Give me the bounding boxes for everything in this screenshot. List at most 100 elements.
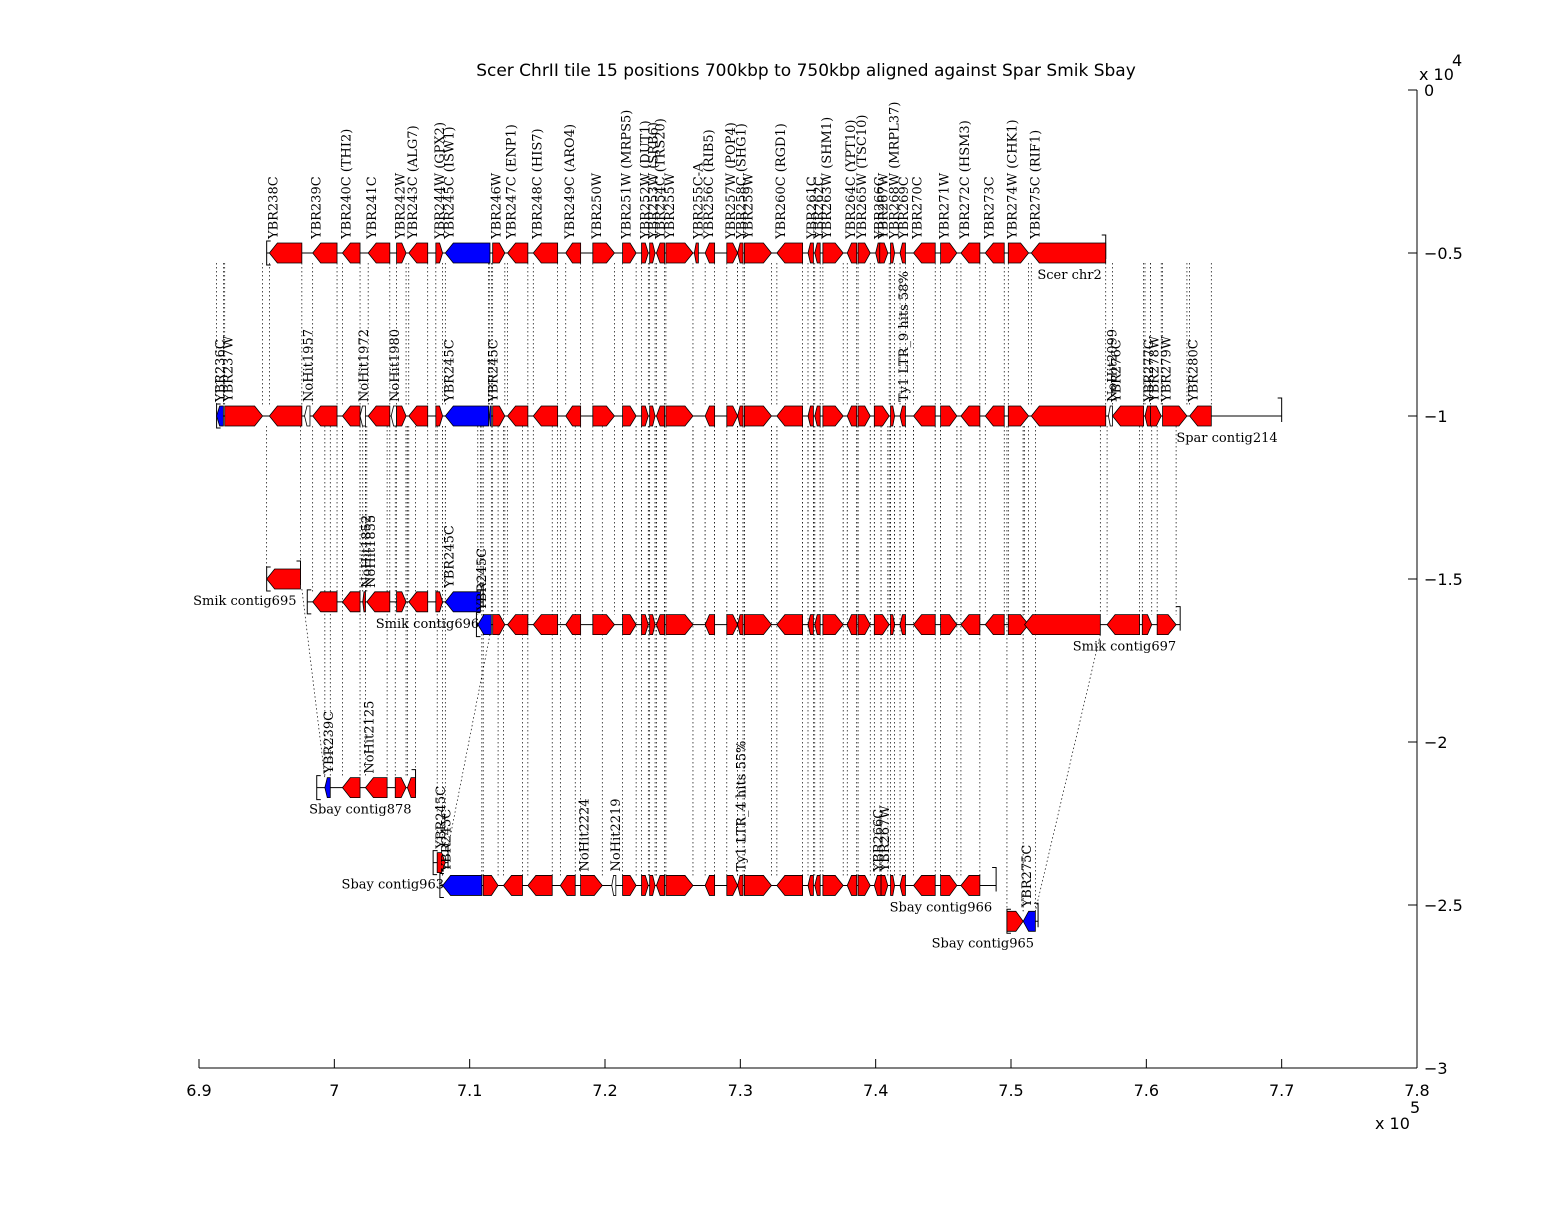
contig-start-bracket <box>306 589 312 615</box>
gene-label: Ty1 LTR_9 hits 58% <box>897 271 912 402</box>
gene-reverse <box>737 242 744 264</box>
gene-forward <box>641 614 649 636</box>
gene-label: YBR245C <box>486 339 501 403</box>
gene-forward <box>873 405 890 427</box>
x-tick-label: 6.9 <box>186 1081 211 1100</box>
gene-forward <box>726 242 739 264</box>
contig-end-bracket <box>1176 606 1181 631</box>
gene-forward <box>592 614 615 636</box>
gene-reverse <box>776 405 803 427</box>
gene-reverse <box>565 242 582 264</box>
gene-label: YBR248C (HIS7) <box>530 128 545 240</box>
gene-reverse <box>960 405 981 427</box>
gene-forward <box>396 242 407 264</box>
contig-name: Smik contig697 <box>1073 640 1176 655</box>
contig-track: YBR245C NoHit2224 NoHit2219 Ty1 LTR_4 hits … <box>439 741 997 915</box>
gene-label: YBR245C <box>442 339 457 403</box>
gene-label: YBR251W (MRPS5) <box>620 110 635 240</box>
axes: 6.9 7 7.1 7.2 7.3 7.4 7.5 7.6 7.7 7.8x 1050−0.5−1… <box>186 51 1463 1133</box>
gene-forward <box>879 242 889 264</box>
gene-reverse <box>846 875 858 896</box>
gene-reverse <box>341 591 361 613</box>
contig-start-bracket <box>432 850 438 876</box>
gene-label: NoHit2219 <box>609 798 624 871</box>
gene-forward <box>726 405 739 427</box>
gene-reverse <box>899 614 906 636</box>
gene-reverse <box>984 405 1005 427</box>
gene-reverse <box>656 405 665 427</box>
gene-label: YBR269C <box>897 176 912 240</box>
gene-forward <box>1006 910 1024 932</box>
gene-forward <box>592 242 615 264</box>
y-tick-label: −3 <box>1424 1059 1448 1078</box>
gene-forward <box>1141 614 1153 636</box>
gene-reverse <box>960 875 981 896</box>
gene-label: YBR254C (TRS20) <box>653 118 668 240</box>
gene-label: YBR255W <box>663 172 678 240</box>
gene-label: YBR243C (ALG7) <box>406 125 421 240</box>
gene-reverse <box>408 242 429 264</box>
gene-forward <box>580 875 603 896</box>
gene-forward <box>224 405 264 427</box>
gene-label: YBR245C <box>434 786 449 850</box>
gene-label: YBR266C <box>871 809 886 873</box>
gene-forward <box>622 242 637 264</box>
gene-reverse <box>532 242 559 264</box>
gene-label: YBR245C <box>440 809 455 873</box>
gene-label: YBR252W (DUT1) <box>639 120 654 240</box>
gene-forward <box>482 875 499 896</box>
gene-label: NoHit1957 <box>302 329 317 402</box>
gene-forward <box>743 242 772 264</box>
gene-forward <box>940 242 958 264</box>
gene-forward <box>435 591 444 613</box>
gene-forward <box>649 405 656 427</box>
gene-label: NoHit2125 <box>362 701 377 774</box>
gene-label: YBR245C <box>475 548 490 612</box>
gene-label: YBR260C (RGD1) <box>774 123 789 240</box>
gene-reverse <box>304 405 311 427</box>
gene-label: YBR271W <box>938 172 953 240</box>
gene-reverse <box>502 875 523 896</box>
y-axis-exponent: x 10 <box>1419 65 1454 84</box>
gene-label: YBR273C <box>982 176 997 240</box>
gene-label: YBR237W <box>222 335 237 403</box>
contig-start-bracket <box>475 612 481 638</box>
gene-forward <box>665 405 694 427</box>
gene-label: YBR245C <box>442 525 457 589</box>
gene-reverse <box>656 614 665 636</box>
gene-label: YBR266C <box>873 176 888 240</box>
gene-label: YBR263W (SHM1) <box>820 117 835 240</box>
gene-label: YBR261C <box>805 176 820 240</box>
gene-reverse <box>611 875 617 896</box>
gene-reverse <box>776 242 803 264</box>
contig-track: Smik contig695 <box>193 560 301 609</box>
gene-reverse <box>873 875 882 896</box>
gene-reverse <box>1111 405 1145 427</box>
gene-reverse <box>341 242 361 264</box>
gene-forward <box>435 242 444 264</box>
gene-label: NoHit1855 <box>364 515 379 588</box>
gene-forward <box>743 614 772 636</box>
gene-reverse <box>268 405 303 427</box>
contig-end-bracket <box>444 844 449 869</box>
gene-forward <box>622 614 637 636</box>
gene-reverse <box>1189 405 1212 427</box>
gene-reverse <box>704 242 716 264</box>
gene-label: YBR272C (HSM3) <box>958 120 973 240</box>
gene-label: YBR245C (ISW1) <box>442 126 457 240</box>
x-tick-label: 7.5 <box>998 1081 1023 1100</box>
gene-reverse <box>776 614 803 636</box>
gene-reverse <box>984 242 1005 264</box>
contig-name: Smik contig696 <box>376 617 479 632</box>
gene-forward <box>822 614 844 636</box>
gene-forward <box>641 405 649 427</box>
gene-forward <box>857 614 871 636</box>
gene-reverse <box>408 405 429 427</box>
gene-reverse <box>960 614 981 636</box>
gene-label: YBR276C <box>1110 339 1125 403</box>
gene-reverse <box>846 614 858 636</box>
gene-forward <box>890 875 896 896</box>
gene-reverse <box>527 875 553 896</box>
